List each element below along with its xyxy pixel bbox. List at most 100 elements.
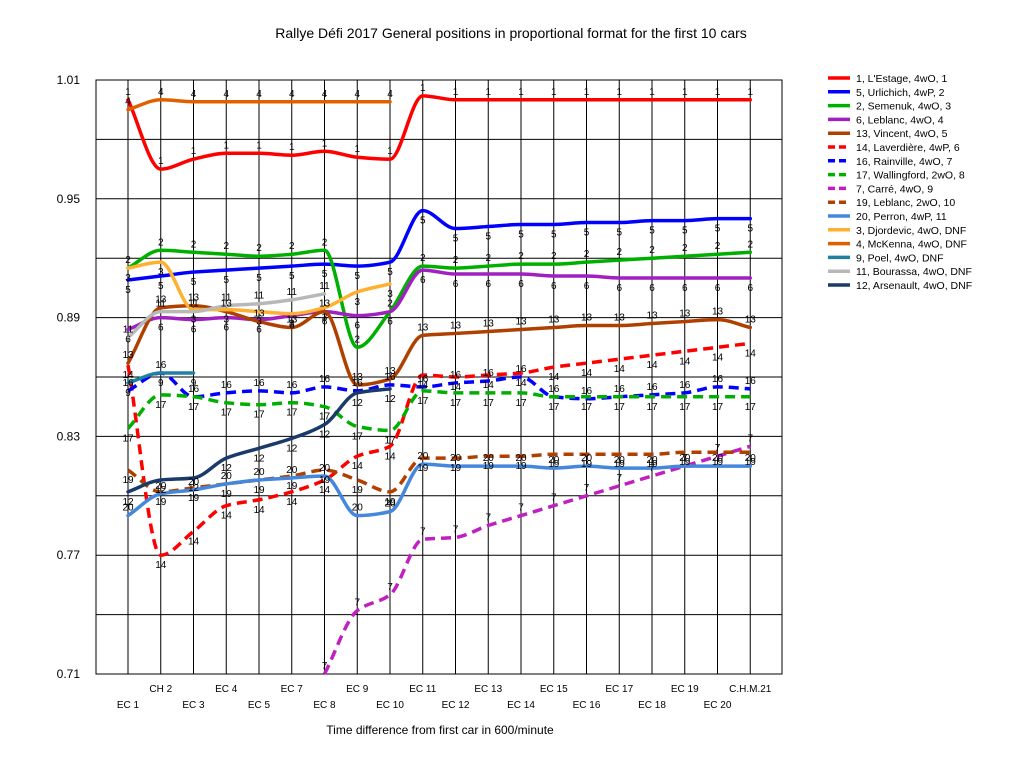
data-point-label: 16 bbox=[221, 380, 233, 391]
data-point-label: 14 bbox=[188, 536, 200, 547]
data-point-label: 11 bbox=[188, 299, 199, 310]
data-point-label: 19 bbox=[679, 457, 691, 468]
series-line bbox=[126, 94, 752, 171]
data-point-label: 2 bbox=[584, 249, 590, 260]
data-point-label: 6 bbox=[518, 279, 524, 290]
data-point-label: 16 bbox=[286, 380, 298, 391]
data-point-label: 16 bbox=[188, 384, 200, 395]
x-tick-label: EC 14 bbox=[507, 700, 535, 711]
data-point-label: 7 bbox=[420, 526, 426, 537]
data-point-label: 13 bbox=[188, 293, 200, 304]
data-point-label: 17 bbox=[614, 402, 626, 413]
data-point-label: 6 bbox=[158, 323, 164, 334]
data-point-label: 14 bbox=[384, 451, 396, 462]
data-point-label: 20 bbox=[221, 471, 233, 482]
data-point-label: 5 bbox=[387, 267, 393, 278]
data-point-label: 17 bbox=[155, 400, 167, 411]
data-point-label: 20 bbox=[581, 453, 593, 464]
y-axis: 0.71 0.77 0.83 0.89 0.95 1.01 bbox=[57, 73, 81, 681]
data-point-label: 16 bbox=[679, 380, 691, 391]
legend-entry: 16, Rainville, 4wO, 7 bbox=[856, 156, 952, 168]
data-point-label: 14 bbox=[319, 485, 331, 496]
y-tick-label: 0.95 bbox=[57, 192, 81, 206]
data-point-label: 20 bbox=[679, 453, 691, 464]
data-point-label: 9 bbox=[191, 378, 197, 389]
data-point-label: 20 bbox=[614, 455, 626, 466]
series-line bbox=[126, 371, 196, 385]
data-point-label: 1 bbox=[387, 146, 393, 157]
data-point-label: 19 bbox=[614, 459, 626, 470]
data-point-label: 17 bbox=[515, 398, 527, 409]
x-tick-label: CH 2 bbox=[149, 684, 172, 695]
data-point-label: 5 bbox=[158, 281, 164, 292]
data-point-label: 17 bbox=[352, 432, 364, 443]
y-tick-label: 0.77 bbox=[57, 548, 81, 562]
data-point-label: 2 bbox=[649, 245, 655, 256]
data-point-label: 1 bbox=[584, 87, 590, 98]
data-point-label: 6 bbox=[682, 283, 688, 294]
data-point-label: 1 bbox=[715, 87, 721, 98]
data-point-label: 5 bbox=[322, 269, 328, 280]
series-line bbox=[126, 208, 752, 282]
data-point-label: 5 bbox=[551, 230, 557, 241]
data-point-label: 19 bbox=[417, 463, 429, 474]
data-point-label: 1 bbox=[223, 140, 229, 151]
data-point-label: 16 bbox=[515, 364, 527, 375]
data-point-label: 11 bbox=[123, 324, 134, 335]
data-point-label: 13 bbox=[384, 366, 396, 377]
data-point-label: 5 bbox=[256, 273, 262, 284]
data-point-label: 6 bbox=[747, 283, 753, 294]
data-point-label: 5 bbox=[191, 277, 197, 288]
data-point-label: 13 bbox=[646, 311, 658, 322]
data-point-label: 11 bbox=[319, 281, 330, 292]
data-point-label: 2 bbox=[485, 253, 491, 264]
data-point-label: 5 bbox=[485, 232, 491, 243]
data-point-label: 11 bbox=[287, 287, 298, 298]
data-point-label: 4 bbox=[125, 97, 131, 108]
data-point-label: 17 bbox=[450, 398, 462, 409]
series-lines bbox=[126, 94, 752, 675]
data-point-label: 6 bbox=[420, 275, 426, 286]
data-point-label: 17 bbox=[483, 398, 495, 409]
x-tick-label: EC 4 bbox=[215, 684, 238, 695]
data-point-label: 5 bbox=[747, 224, 753, 235]
data-point-label: 19 bbox=[712, 457, 724, 468]
data-point-label: 16 bbox=[253, 378, 265, 389]
data-point-label: 3 bbox=[223, 315, 229, 326]
data-point-label: 13 bbox=[483, 318, 495, 329]
data-point-label: 16 bbox=[122, 378, 134, 389]
data-point-label: 17 bbox=[712, 402, 724, 413]
data-point-label: 13 bbox=[515, 316, 527, 327]
series-line bbox=[126, 341, 751, 557]
data-point-label: 17 bbox=[122, 433, 134, 444]
data-point-label: 7 bbox=[747, 433, 753, 444]
data-point-label: 20 bbox=[548, 455, 560, 466]
data-point-label: 1 bbox=[485, 87, 491, 98]
data-point-label: 2 bbox=[682, 243, 688, 254]
data-point-label: 14 bbox=[253, 505, 265, 516]
data-point-label: 17 bbox=[679, 402, 691, 413]
data-point-label: 19 bbox=[483, 461, 495, 472]
data-point-label: 13 bbox=[745, 315, 757, 326]
data-point-label: 16 bbox=[745, 376, 757, 387]
data-point-label: 4 bbox=[289, 89, 295, 100]
data-point-label: 17 bbox=[286, 408, 298, 419]
data-point-label: 12 bbox=[155, 485, 167, 496]
data-point-label: 2 bbox=[518, 251, 524, 262]
data-point-label: 16 bbox=[352, 378, 364, 389]
data-point-label: 3 bbox=[256, 317, 262, 328]
data-point-label: 19 bbox=[122, 475, 134, 486]
data-point-label: 14 bbox=[352, 461, 364, 472]
data-point-label: 13 bbox=[319, 299, 331, 310]
x-tick-label: EC 18 bbox=[638, 700, 666, 711]
data-point-label: 3 bbox=[191, 315, 197, 326]
data-point-label: 3 bbox=[354, 297, 360, 308]
data-point-label: 2 bbox=[387, 299, 393, 310]
data-point-label: 1 bbox=[256, 140, 262, 151]
data-point-label: 7 bbox=[682, 453, 688, 464]
data-point-label: 17 bbox=[188, 402, 200, 413]
data-point-label: 2 bbox=[453, 255, 459, 266]
data-point-label: 7 bbox=[485, 513, 491, 524]
